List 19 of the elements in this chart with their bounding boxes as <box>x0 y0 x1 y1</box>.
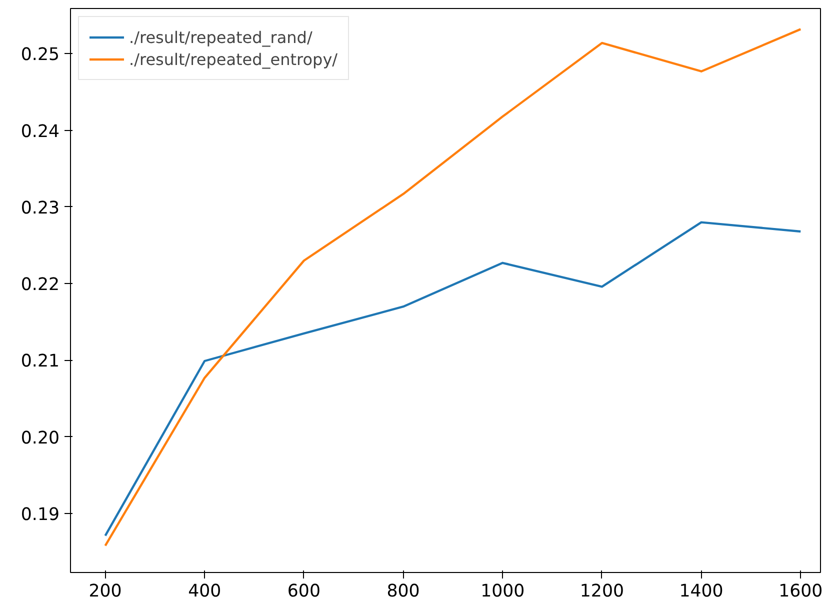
x-tick-label: 1200 <box>580 582 624 602</box>
x-tick-label: 200 <box>88 582 122 602</box>
x-tick-label: 400 <box>188 582 222 602</box>
y-tick-label: 0.24 <box>20 122 60 142</box>
line-series <box>104 28 802 547</box>
line-series <box>104 221 802 537</box>
x-tick-label: 1600 <box>778 582 823 602</box>
x-tick-label: 1000 <box>480 582 525 602</box>
y-tick-label: 0.25 <box>20 45 60 66</box>
legend-label: ./result/repeated_rand/ <box>129 28 312 46</box>
y-tick-label: 0.22 <box>20 275 60 296</box>
y-tick-label: 0.19 <box>20 504 60 525</box>
y-tick-label: 0.21 <box>20 352 60 372</box>
y-tick-label: 0.23 <box>20 198 60 218</box>
x-tick-label: 600 <box>287 582 320 602</box>
y-tick-label: 0.20 <box>20 428 60 448</box>
x-tick-label: 1400 <box>679 582 724 602</box>
legend-label: ./result/repeated_entropy/ <box>129 50 338 68</box>
x-tick-label: 800 <box>386 582 420 602</box>
